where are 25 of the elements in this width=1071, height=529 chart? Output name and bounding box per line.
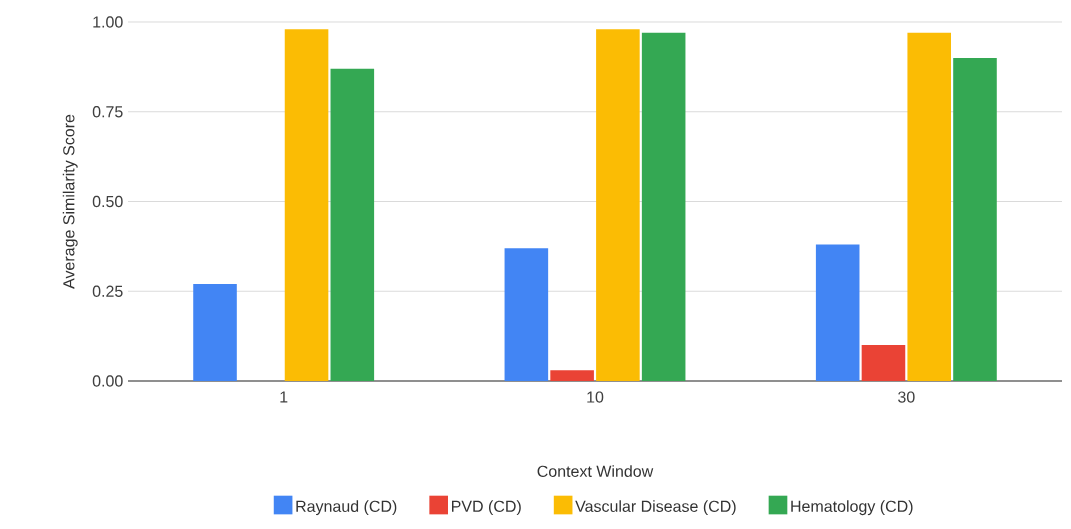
legend-label: Hematology (CD) — [791, 500, 913, 516]
bar — [330, 68, 375, 381]
bar — [504, 248, 549, 381]
x-tick-label: 1 — [280, 391, 288, 403]
legend-label: Raynaud (CD) — [296, 500, 397, 516]
x-axis-title: Context Window — [537, 465, 654, 477]
legend-label: Vascular Disease (CD) — [575, 500, 736, 516]
bar — [953, 57, 997, 381]
bar — [193, 284, 237, 381]
y-tick-label: 0.25 — [92, 285, 123, 297]
bar — [861, 345, 906, 381]
bar — [815, 244, 860, 381]
bar — [596, 29, 640, 381]
y-tick-label: 0.75 — [92, 106, 123, 118]
x-tick-label: 30 — [898, 391, 915, 403]
bar — [907, 32, 952, 381]
y-tick-label: 1.00 — [93, 16, 123, 28]
bar — [641, 32, 686, 381]
y-tick-label: 0.00 — [92, 375, 123, 387]
bar — [550, 370, 594, 381]
y-axis-title: Average Similarity Score — [62, 114, 78, 289]
x-tick-label: 10 — [587, 391, 604, 403]
bar — [284, 29, 329, 381]
legend-label: PVD (CD) — [452, 500, 521, 516]
y-tick-label: 0.50 — [92, 195, 123, 208]
